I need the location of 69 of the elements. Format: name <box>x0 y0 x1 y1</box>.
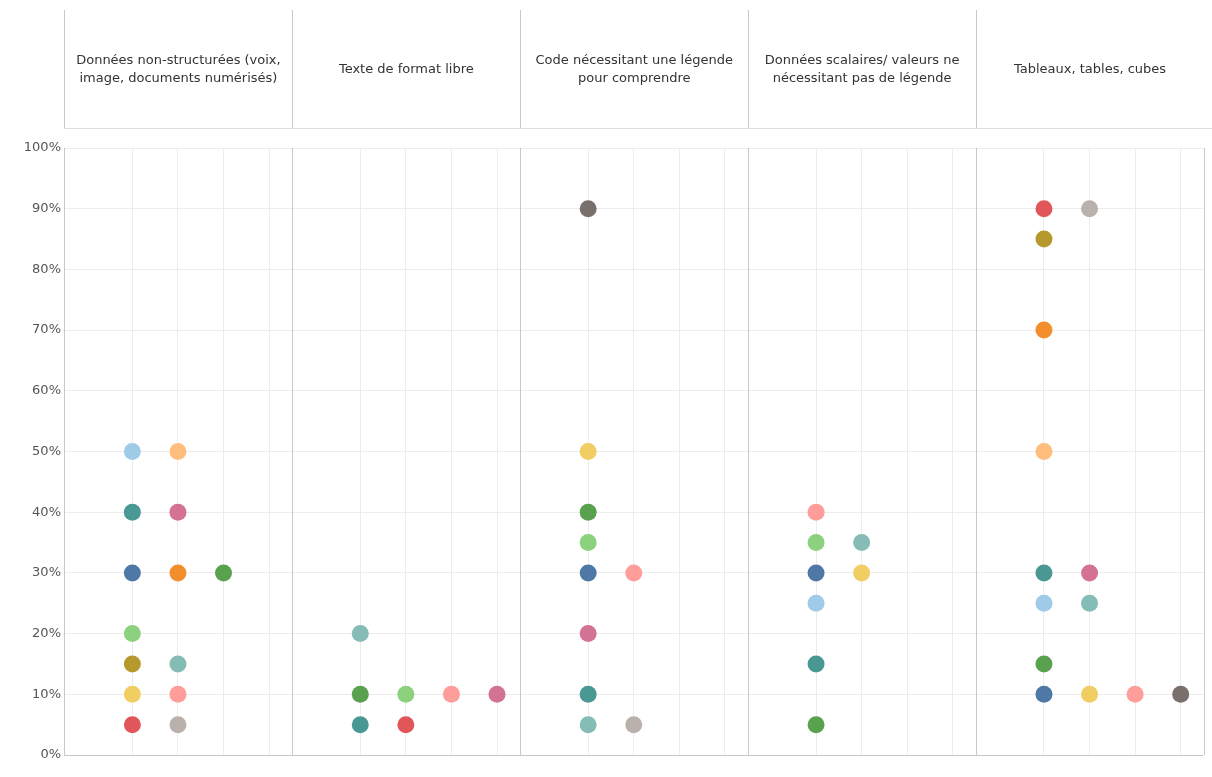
text: Données scalaires/ valeurs ne nécessitant pas de légende <box>747 10 976 128</box>
y-tick-label: 70% <box>32 321 61 337</box>
point <box>169 443 187 460</box>
point <box>1035 594 1053 612</box>
y-tick-label: 100% <box>23 139 61 155</box>
point <box>397 685 415 703</box>
point <box>579 443 597 460</box>
point <box>123 443 141 460</box>
point <box>351 716 369 734</box>
point <box>169 564 187 582</box>
point <box>853 564 871 582</box>
point <box>351 685 369 703</box>
point <box>1035 685 1053 703</box>
point <box>169 503 187 521</box>
y-tick-label: 20% <box>32 624 61 640</box>
point <box>807 655 825 673</box>
y-tick-label: 10% <box>32 685 61 701</box>
y-tick-label: 60% <box>32 382 61 398</box>
point <box>123 625 141 643</box>
point <box>579 625 597 643</box>
point <box>579 716 597 734</box>
y-tick-label: 80% <box>32 260 61 276</box>
point <box>625 564 643 582</box>
point <box>169 685 187 703</box>
point <box>1081 564 1099 582</box>
y-tick-label: 40% <box>32 503 61 519</box>
point <box>579 685 597 703</box>
y-tick-label: 0% <box>40 746 61 762</box>
point <box>1081 594 1099 612</box>
point <box>625 716 643 734</box>
point <box>579 503 597 521</box>
point <box>579 200 597 218</box>
point <box>1081 200 1099 218</box>
point <box>169 716 187 734</box>
point <box>397 716 415 734</box>
text: Texte de format libre <box>291 10 520 128</box>
y-tick-label: 30% <box>32 564 61 580</box>
point <box>123 655 141 673</box>
point <box>1081 685 1099 703</box>
point <box>442 685 460 703</box>
point <box>123 685 141 703</box>
text: Tableaux, tables, cubes <box>975 10 1204 128</box>
point <box>853 534 871 552</box>
point <box>807 594 825 612</box>
text: Code nécessitant une légende pour comprendre <box>519 10 748 128</box>
point <box>1035 230 1053 248</box>
y-tick-label: 50% <box>32 442 61 458</box>
point <box>169 655 187 673</box>
point <box>351 625 369 643</box>
text: Données non-structurées (voix, image, documents numérisés) <box>64 10 292 128</box>
point <box>1172 685 1190 703</box>
point <box>807 716 825 734</box>
point <box>1035 564 1053 582</box>
point <box>579 564 597 582</box>
point <box>579 534 597 552</box>
point <box>123 716 141 734</box>
point <box>807 534 825 552</box>
point <box>1035 443 1053 460</box>
point <box>488 685 506 703</box>
point <box>215 564 233 582</box>
point <box>123 564 141 582</box>
point <box>1126 685 1144 703</box>
point <box>807 503 825 521</box>
y-tick-label: 90% <box>32 200 61 216</box>
point <box>1035 655 1053 673</box>
point <box>807 564 825 582</box>
point <box>123 503 141 521</box>
point <box>1035 200 1053 218</box>
point <box>1035 321 1053 339</box>
